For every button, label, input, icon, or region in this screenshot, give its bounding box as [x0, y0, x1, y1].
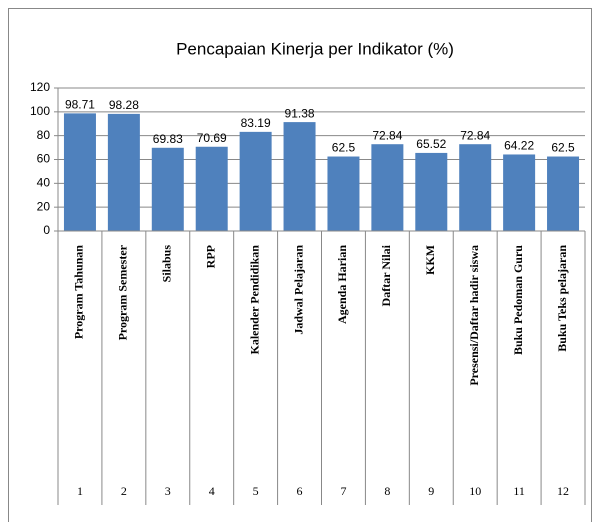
category-number: 10: [469, 484, 481, 498]
data-label: 62.5: [551, 141, 575, 155]
y-tick-label: 80: [37, 128, 51, 142]
category-number: 1: [77, 484, 83, 498]
category-number: 9: [428, 484, 434, 498]
category-number: 12: [557, 484, 569, 498]
category-number: 4: [209, 484, 215, 498]
y-tick-label: 40: [37, 176, 51, 190]
bar: [195, 146, 228, 231]
x-tick-label: Daftar Nilai: [379, 244, 393, 306]
y-tick-label: 60: [37, 152, 51, 166]
x-tick-label: RPP: [203, 245, 217, 268]
data-label: 69.83: [153, 132, 183, 146]
data-label: 91.38: [285, 106, 315, 120]
category-number: 11: [513, 484, 525, 498]
bar: [503, 154, 536, 231]
bar: [63, 113, 96, 231]
x-tick-label: Agenda Harian: [335, 245, 349, 324]
data-label: 72.84: [460, 128, 490, 142]
data-label: 72.84: [372, 128, 402, 142]
bar: [371, 144, 404, 231]
bar: [151, 147, 184, 231]
data-label: 70.69: [197, 131, 227, 145]
y-tick-label: 120: [30, 80, 50, 94]
data-label: 98.28: [109, 98, 139, 112]
data-label: 98.71: [65, 98, 95, 112]
category-number: 8: [384, 484, 390, 498]
data-label: 62.5: [332, 141, 356, 155]
chart-title: Pencapaian Kinerja per Indikator (%): [176, 39, 454, 58]
x-tick-label: Program Tahunan: [72, 245, 86, 339]
x-tick-label: Kalender Pendidikan: [247, 245, 261, 355]
bar: [283, 122, 316, 231]
bar: [415, 152, 448, 231]
y-tick-label: 100: [30, 104, 50, 118]
bar: [107, 113, 140, 231]
x-tick-label: Silabus: [160, 245, 174, 283]
chart-border: [8, 8, 592, 522]
y-tick-label: 20: [37, 199, 51, 213]
x-tick-label: Presensi/Daftar hadir siswa: [467, 245, 481, 386]
bar: [239, 131, 272, 231]
data-label: 65.52: [416, 137, 446, 151]
category-number: 6: [297, 484, 303, 498]
category-number: 7: [340, 484, 346, 498]
y-tick-label: 0: [43, 223, 50, 237]
category-number: 2: [121, 484, 127, 498]
x-tick-label: Buku Pedoman Guru: [511, 245, 525, 355]
category-number: 3: [165, 484, 171, 498]
data-label: 64.22: [504, 139, 534, 153]
data-label: 83.19: [241, 116, 271, 130]
bar: [547, 156, 580, 231]
x-tick-label: KKM: [423, 245, 437, 275]
bar: [459, 144, 492, 231]
category-number: 5: [253, 484, 259, 498]
x-tick-label: Jadwal Pelajaran: [291, 245, 305, 335]
x-tick-label: Program Semester: [116, 244, 130, 340]
x-tick-label: Buku Teks pelajaran: [555, 245, 569, 352]
bar: [327, 156, 360, 231]
